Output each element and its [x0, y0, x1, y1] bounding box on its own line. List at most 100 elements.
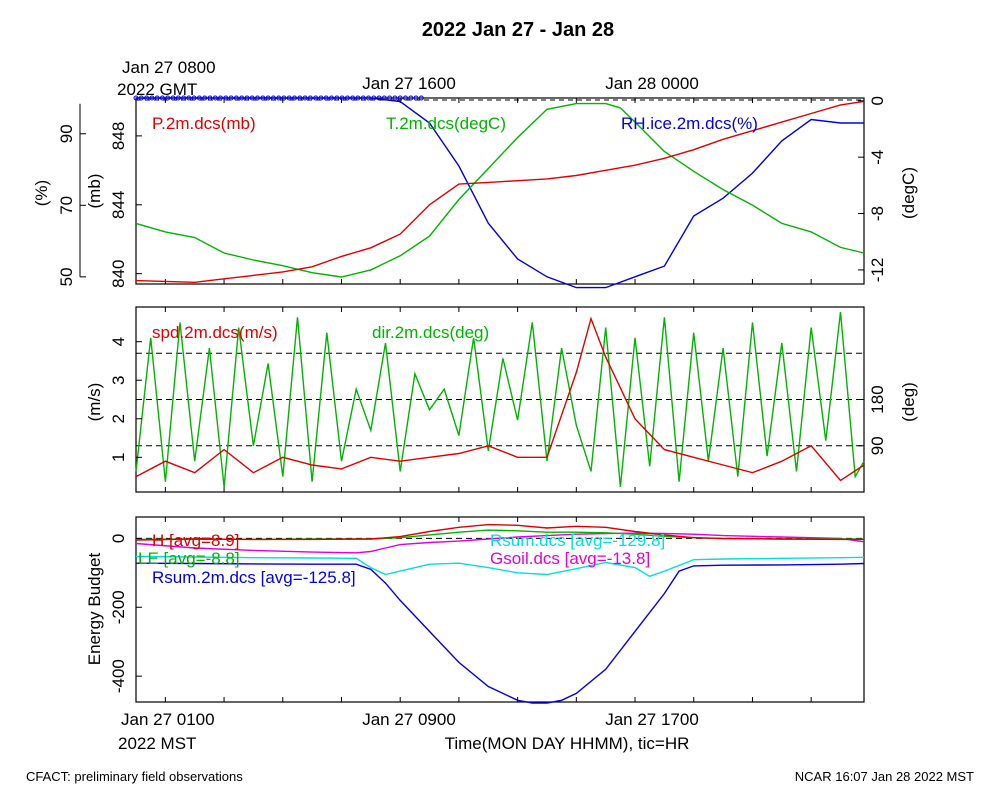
rh-data-point [355, 95, 361, 101]
bottom-axis-tick-label: Jan 27 1700 [605, 710, 699, 729]
speed-tick-label: 3 [109, 375, 128, 384]
rh-data-point [239, 95, 245, 101]
temperature-tick-label: 0 [868, 96, 887, 105]
bottom-panel-frame [135, 516, 865, 703]
rh-data-point [133, 95, 139, 101]
rh-data-point [387, 95, 393, 101]
temperature-tick-label: -4 [868, 150, 887, 165]
legend-direction: dir.2m.dcs(deg) [372, 323, 489, 342]
rh-data-point [138, 95, 144, 101]
rh-tick-label: 50 [57, 267, 76, 286]
footer-left: CFACT: preliminary field observations [26, 769, 243, 784]
direction-tick-label: 90 [868, 436, 887, 455]
pressure-series-line [135, 100, 865, 284]
rh-data-point [350, 95, 356, 101]
rh-data-point [218, 95, 223, 101]
rh-data-point [313, 95, 319, 101]
rh-data-point [307, 95, 313, 101]
speed-series-line [135, 316, 865, 482]
rh-data-point [255, 95, 260, 101]
rh-data-point [223, 95, 229, 101]
energy-series-line [135, 532, 865, 554]
temperature-axis-label: (degC) [899, 167, 918, 219]
legend-speed: spd.2m.dcs(m/s) [152, 323, 278, 342]
rh-data-point [418, 95, 424, 101]
pressure-tick-label: 840 [109, 259, 128, 287]
rh-data-point [413, 95, 419, 101]
rh-data-point [207, 95, 213, 101]
rh-data-point [212, 95, 218, 101]
chart-title: 2022 Jan 27 - Jan 28 [422, 19, 614, 41]
legend-latent-heat: LE [avg=-8.8] [138, 549, 240, 568]
rh-data-point [270, 95, 276, 101]
rh-data-point [228, 95, 234, 101]
rh-data-point [181, 95, 187, 101]
direction-axis-label: (deg) [899, 382, 918, 422]
rh-data-point [344, 95, 350, 101]
rh-data-point [260, 95, 266, 101]
rh-data-point [318, 95, 324, 101]
rh-data-point [186, 95, 192, 101]
energy-series-line [135, 523, 864, 541]
speed-tick-label: 1 [109, 453, 128, 462]
energy-series-line [135, 555, 865, 578]
pressure-tick-label: 844 [109, 191, 128, 219]
rh-data-point [292, 95, 297, 101]
rh-tick-label: 70 [57, 196, 76, 215]
energy-tick-label: -400 [109, 659, 128, 693]
top-panel-frame [135, 97, 865, 285]
rh-data-point [366, 95, 371, 101]
rh-data-point [392, 95, 398, 101]
rh-data-point [170, 95, 176, 101]
rh-data-point [334, 95, 340, 101]
rh-data-point [381, 95, 387, 101]
legend-pressure: P.2m.dcs(mb) [152, 114, 256, 133]
speed-tick-label: 2 [109, 414, 128, 423]
rh-data-point [371, 95, 377, 101]
legend-gsoil: Gsoil.dcs [avg=-13.8] [490, 549, 650, 568]
legend-rsum: Rsum.dcs [avg=-129.8] [490, 531, 665, 550]
speed-axis-label: (m/s) [85, 383, 104, 422]
bottom-axis-origin-line2: 2022 MST [118, 734, 196, 753]
top-axis-tick-label: Jan 27 1600 [362, 74, 456, 93]
legend-rsum-2m: Rsum.2m.dcs [avg=-125.8] [152, 568, 356, 587]
rh-data-point [144, 95, 150, 101]
legend-temperature: T.2m.dcs(degC) [386, 114, 506, 133]
legend-rh: RH.ice.2m.dcs(%) [621, 114, 758, 133]
pressure-tick-label: 848 [109, 122, 128, 150]
top-axis-origin-line1: Jan 27 0800 [122, 58, 216, 77]
rh-tick-label: 90 [57, 124, 76, 143]
rh-data-point [196, 95, 202, 101]
rh-data-point [276, 95, 282, 101]
rh-data-point [159, 95, 165, 101]
rh-data-point [408, 95, 414, 101]
rh-data-point [323, 95, 329, 101]
rh-data-point [265, 95, 271, 101]
speed-tick-label: 4 [109, 337, 128, 346]
rh-data-point [297, 95, 303, 101]
chart-panels: 50 70 90 (%) 840 844 848 (mb) 0 -4 -8 -12 (degC) P.2m… [32, 95, 918, 704]
rh-data-point [175, 95, 181, 101]
rh-data-point [403, 95, 408, 101]
top-axis-tick-label: Jan 28 0000 [605, 74, 699, 93]
rh-data-point [244, 95, 250, 101]
direction-tick-label: 180 [868, 385, 887, 413]
footer-right: NCAR 16:07 Jan 28 2022 MST [795, 769, 974, 784]
rh-data-point [360, 95, 366, 101]
x-axis-label: Time(MON DAY HHMM), tic=HR [445, 734, 690, 753]
pressure-axis-label: (mb) [85, 174, 104, 209]
rh-data-point [339, 95, 345, 101]
rh-data-point [376, 95, 382, 101]
rh-data-point [149, 95, 155, 101]
rh-data-point [154, 95, 160, 101]
temperature-tick-label: -8 [868, 206, 887, 221]
bottom-axis-origin-line1: Jan 27 0100 [121, 710, 215, 729]
bottom-axis-tick-label: Jan 27 0900 [362, 710, 456, 729]
rh-data-point [202, 95, 208, 101]
rh-data-point [233, 95, 239, 101]
rh-axis-label: (%) [32, 180, 51, 206]
legend-sensible-heat: H [avg=8.9] [152, 531, 239, 550]
rh-data-point [329, 95, 334, 101]
